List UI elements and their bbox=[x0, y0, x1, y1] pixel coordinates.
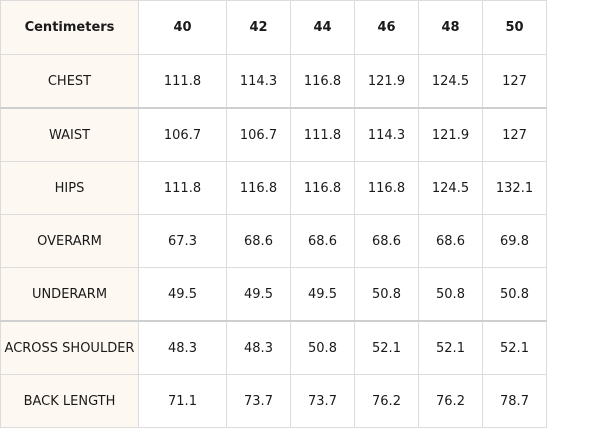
table-cell: 49.5 bbox=[290, 267, 355, 322]
table-cell: 124.5 bbox=[418, 161, 483, 215]
table-cell: 52.1 bbox=[482, 320, 547, 375]
table-cell: 52.1 bbox=[418, 320, 483, 375]
table-cell: 111.8 bbox=[138, 161, 227, 215]
table-row: BACK LENGTH 71.1 73.7 73.7 76.2 76.2 78.… bbox=[0, 374, 547, 428]
table-cell: 73.7 bbox=[290, 374, 355, 428]
table-cell: 50.8 bbox=[290, 320, 355, 375]
table-cell: 52.1 bbox=[354, 320, 419, 375]
table-cell: 106.7 bbox=[138, 107, 227, 162]
table-cell: 68.6 bbox=[418, 214, 483, 268]
table-cell: 76.2 bbox=[418, 374, 483, 428]
size-header: 42 bbox=[226, 0, 291, 55]
table-cell: 116.8 bbox=[290, 54, 355, 109]
row-label-hips: HIPS bbox=[0, 161, 139, 215]
size-header: 46 bbox=[354, 0, 419, 55]
table-cell: 49.5 bbox=[226, 267, 291, 322]
table-cell: 67.3 bbox=[138, 214, 227, 268]
table-cell: 111.8 bbox=[138, 54, 227, 109]
size-header: 48 bbox=[418, 0, 483, 55]
table-row: OVERARM 67.3 68.6 68.6 68.6 68.6 69.8 bbox=[0, 214, 547, 268]
table-row: HIPS 111.8 116.8 116.8 116.8 124.5 132.1 bbox=[0, 161, 547, 215]
table-cell: 121.9 bbox=[418, 107, 483, 162]
table-cell: 68.6 bbox=[226, 214, 291, 268]
table-cell: 68.6 bbox=[354, 214, 419, 268]
row-label-across-shoulder: ACROSS SHOULDER bbox=[0, 320, 139, 375]
table-cell: 116.8 bbox=[290, 161, 355, 215]
row-label-underarm: UNDERARM bbox=[0, 267, 139, 322]
table-cell: 132.1 bbox=[482, 161, 547, 215]
table-cell: 68.6 bbox=[290, 214, 355, 268]
row-label-chest: CHEST bbox=[0, 54, 139, 109]
size-header: 40 bbox=[138, 0, 227, 55]
table-cell: 69.8 bbox=[482, 214, 547, 268]
table-row: ACROSS SHOULDER 48.3 48.3 50.8 52.1 52.1… bbox=[0, 320, 547, 375]
table-cell: 116.8 bbox=[226, 161, 291, 215]
table-cell: 111.8 bbox=[290, 107, 355, 162]
table-row: CHEST 111.8 114.3 116.8 121.9 124.5 127 bbox=[0, 54, 547, 109]
table-cell: 121.9 bbox=[354, 54, 419, 109]
table-cell: 50.8 bbox=[354, 267, 419, 322]
size-header: 44 bbox=[290, 0, 355, 55]
table-cell: 48.3 bbox=[138, 320, 227, 375]
table-cell: 116.8 bbox=[354, 161, 419, 215]
table-cell: 48.3 bbox=[226, 320, 291, 375]
table-cell: 50.8 bbox=[418, 267, 483, 322]
row-label-back-length: BACK LENGTH bbox=[0, 374, 139, 428]
table-cell: 71.1 bbox=[138, 374, 227, 428]
table-cell: 73.7 bbox=[226, 374, 291, 428]
table-cell: 106.7 bbox=[226, 107, 291, 162]
table-cell: 114.3 bbox=[226, 54, 291, 109]
table-cell: 127 bbox=[482, 54, 547, 109]
table-cell: 49.5 bbox=[138, 267, 227, 322]
table-cell: 114.3 bbox=[354, 107, 419, 162]
table-cell: 50.8 bbox=[482, 267, 547, 322]
row-label-waist: WAIST bbox=[0, 107, 139, 162]
table-cell: 78.7 bbox=[482, 374, 547, 428]
table-row: WAIST 106.7 106.7 111.8 114.3 121.9 127 bbox=[0, 107, 547, 162]
table-cell: 127 bbox=[482, 107, 547, 162]
table-cell: 76.2 bbox=[354, 374, 419, 428]
header-row: Centimeters 40 42 44 46 48 50 bbox=[0, 0, 547, 55]
size-chart-table: Centimeters 40 42 44 46 48 50 CHEST 111.… bbox=[0, 0, 547, 428]
table-row: UNDERARM 49.5 49.5 49.5 50.8 50.8 50.8 bbox=[0, 267, 547, 322]
table-cell: 124.5 bbox=[418, 54, 483, 109]
corner-header: Centimeters bbox=[0, 0, 139, 55]
size-header: 50 bbox=[482, 0, 547, 55]
row-label-overarm: OVERARM bbox=[0, 214, 139, 268]
